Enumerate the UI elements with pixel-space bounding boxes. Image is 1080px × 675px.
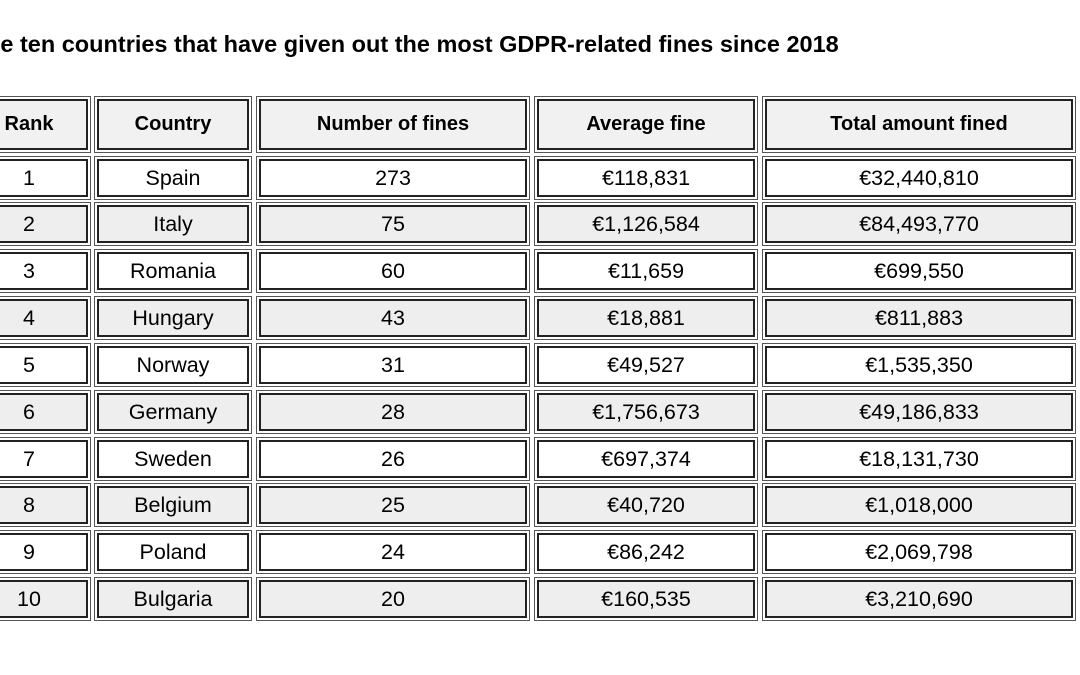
table-cell-total-amount-fined: €18,131,730	[762, 437, 1076, 481]
table-cell-country: Italy	[94, 202, 252, 246]
table-cell-rank: 8	[0, 483, 91, 527]
table-cell-average-fine: €18,881	[534, 296, 758, 340]
column-header-average-fine: Average fine	[534, 96, 758, 153]
column-header-rank: Rank	[0, 96, 91, 153]
table-cell-rank: 3	[0, 249, 91, 293]
column-header-country: Country	[94, 96, 252, 153]
table-cell-average-fine: €1,126,584	[534, 202, 758, 246]
table-cell-number-of-fines: 28	[256, 390, 530, 434]
table-cell-average-fine: €11,659	[534, 249, 758, 293]
table-cell-total-amount-fined: €3,210,690	[762, 577, 1076, 621]
table-cell-number-of-fines: 75	[256, 202, 530, 246]
table-cell-number-of-fines: 20	[256, 577, 530, 621]
table-cell-total-amount-fined: €1,018,000	[762, 483, 1076, 527]
table-cell-average-fine: €160,535	[534, 577, 758, 621]
table-cell-total-amount-fined: €2,069,798	[762, 530, 1076, 574]
column-header-number-of-fines: Number of fines	[256, 96, 530, 153]
table-cell-country: Norway	[94, 343, 252, 387]
table-cell-rank: 6	[0, 390, 91, 434]
table-cell-total-amount-fined: €32,440,810	[762, 156, 1076, 200]
table-cell-country: Romania	[94, 249, 252, 293]
table-cell-total-amount-fined: €811,883	[762, 296, 1076, 340]
table-cell-country: Hungary	[94, 296, 252, 340]
table-cell-average-fine: €697,374	[534, 437, 758, 481]
table-cell-number-of-fines: 25	[256, 483, 530, 527]
table-cell-number-of-fines: 24	[256, 530, 530, 574]
table-cell-country: Spain	[94, 156, 252, 200]
table-cell-number-of-fines: 26	[256, 437, 530, 481]
table-cell-average-fine: €40,720	[534, 483, 758, 527]
table-cell-number-of-fines: 273	[256, 156, 530, 200]
table-cell-country: Bulgaria	[94, 577, 252, 621]
page-title: he ten countries that have given out the…	[0, 31, 839, 57]
table-cell-country: Germany	[94, 390, 252, 434]
table-cell-country: Sweden	[94, 437, 252, 481]
table-cell-total-amount-fined: €84,493,770	[762, 202, 1076, 246]
table-cell-average-fine: €49,527	[534, 343, 758, 387]
table-cell-rank: 1	[0, 156, 91, 200]
table-cell-average-fine: €118,831	[534, 156, 758, 200]
table-cell-total-amount-fined: €1,535,350	[762, 343, 1076, 387]
table-cell-average-fine: €1,756,673	[534, 390, 758, 434]
table-cell-number-of-fines: 43	[256, 296, 530, 340]
table-cell-rank: 5	[0, 343, 91, 387]
table-cell-rank: 10	[0, 577, 91, 621]
table-cell-rank: 7	[0, 437, 91, 481]
table-cell-number-of-fines: 60	[256, 249, 530, 293]
table-cell-average-fine: €86,242	[534, 530, 758, 574]
column-header-total-amount-fined: Total amount fined	[762, 96, 1076, 153]
table-cell-total-amount-fined: €699,550	[762, 249, 1076, 293]
table-cell-rank: 2	[0, 202, 91, 246]
table-cell-number-of-fines: 31	[256, 343, 530, 387]
table-cell-country: Belgium	[94, 483, 252, 527]
table-cell-rank: 4	[0, 296, 91, 340]
table-cell-total-amount-fined: €49,186,833	[762, 390, 1076, 434]
table-cell-rank: 9	[0, 530, 91, 574]
table-cell-country: Poland	[94, 530, 252, 574]
